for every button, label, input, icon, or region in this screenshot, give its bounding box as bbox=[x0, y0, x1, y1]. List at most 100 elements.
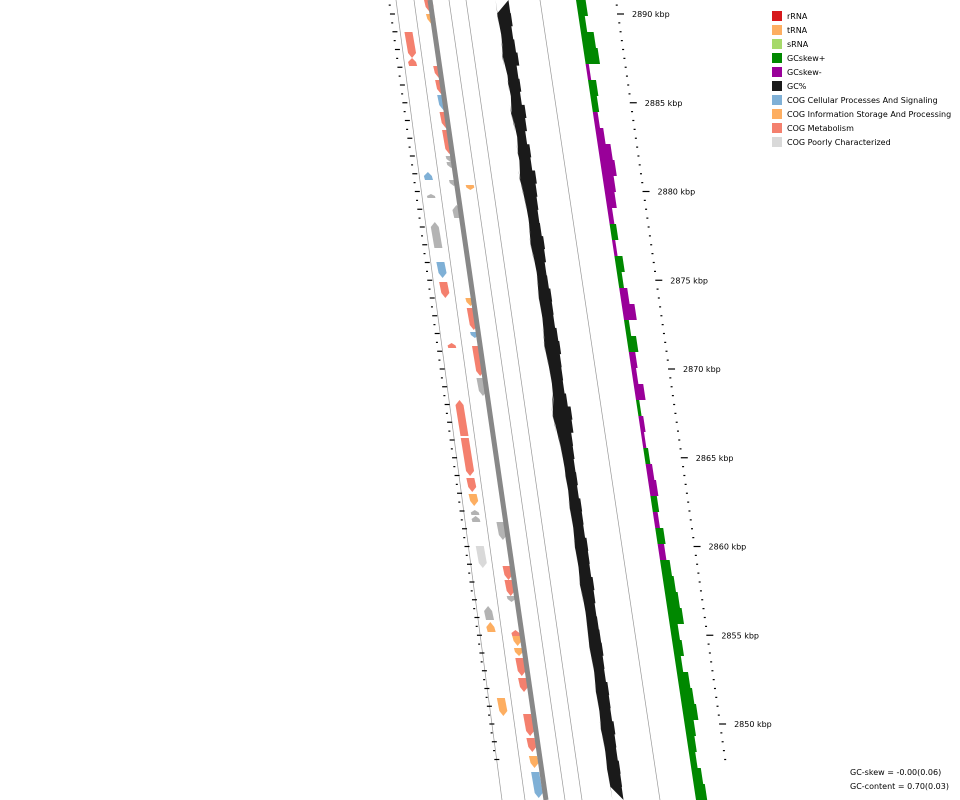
gc-skew-bar bbox=[638, 416, 646, 432]
ruler-label: 2875 kbp bbox=[670, 276, 708, 285]
gene-arrow bbox=[470, 510, 480, 515]
legend-item: tRNA bbox=[772, 23, 951, 37]
gc-skew-bar bbox=[676, 672, 691, 688]
gc-skew-bar bbox=[669, 624, 680, 640]
track-line bbox=[395, 0, 503, 800]
gc-skew-bar bbox=[631, 368, 639, 384]
gc-skew-bar bbox=[604, 192, 617, 208]
gene-arrow bbox=[436, 262, 447, 278]
legend-swatch bbox=[772, 137, 782, 147]
legend-item: rRNA bbox=[772, 9, 951, 23]
gc-skew-bar bbox=[691, 768, 704, 784]
gene-arrow bbox=[486, 622, 496, 632]
gc-skew-bar bbox=[640, 432, 647, 448]
gc-skew-bar bbox=[664, 592, 680, 608]
gc-profile bbox=[495, 0, 624, 800]
legend-swatch bbox=[772, 25, 782, 35]
gc-skew-bar bbox=[626, 336, 639, 352]
gc-skew-bar bbox=[674, 656, 684, 672]
gene-arrow bbox=[502, 566, 513, 580]
gene-arrow bbox=[496, 698, 508, 716]
gc-skew-bar bbox=[643, 448, 651, 464]
legend-item: sRNA bbox=[772, 37, 951, 51]
gc-skew-bar bbox=[580, 32, 596, 48]
gene-arrow bbox=[460, 438, 475, 476]
statistics: GC-skew = -0.00(0.06) GC-content = 0.70(… bbox=[850, 766, 949, 794]
legend-swatch bbox=[772, 95, 782, 105]
legend-label: GCskew- bbox=[787, 67, 822, 77]
ruler-label: 2855 kbp bbox=[721, 631, 759, 640]
genome-backbone bbox=[427, 0, 549, 800]
legend-item: COG Poorly Characterized bbox=[772, 135, 951, 149]
gene-arrow bbox=[511, 630, 521, 636]
gc-skew-bar bbox=[609, 224, 619, 240]
legend-swatch bbox=[772, 123, 782, 133]
gene-arrow bbox=[523, 714, 535, 736]
gc-skew-bar bbox=[588, 80, 599, 96]
legend: rRNA tRNA sRNA GCskew+ GCskew- GC% COG Cellula… bbox=[772, 9, 951, 149]
gc-content-track bbox=[495, 0, 624, 800]
legend-label: rRNA bbox=[787, 11, 808, 21]
ruler-label: 2865 kbp bbox=[696, 454, 734, 463]
gc-skew-bar bbox=[585, 64, 592, 80]
gene-arrow bbox=[439, 282, 450, 298]
gc-skew-bar bbox=[583, 48, 600, 64]
gc-skew-bar bbox=[655, 528, 666, 544]
ruler-label: 2870 kbp bbox=[683, 365, 721, 374]
gc-skew-bar bbox=[621, 304, 637, 320]
track-line bbox=[539, 0, 661, 800]
track-line bbox=[465, 0, 583, 800]
gene-arrow bbox=[471, 516, 481, 522]
gene-arrow bbox=[430, 222, 443, 248]
gc-skew-track bbox=[576, 0, 708, 800]
legend-label: COG Information Storage And Processing bbox=[787, 109, 952, 119]
gene-arrow bbox=[531, 772, 543, 798]
legend-label: COG Cellular Processes And Signaling bbox=[787, 95, 938, 105]
gc-skew-bar bbox=[662, 576, 676, 592]
gene-arrow bbox=[404, 32, 417, 58]
gene-arrow bbox=[518, 678, 529, 692]
ruler-labels: 2890 kbp 2885 kbp 2880 kbp 2875 kbp 2870 kbp… bbox=[632, 10, 772, 729]
gc-skew-bar bbox=[645, 464, 655, 480]
legend-label: tRNA bbox=[787, 25, 808, 35]
legend-swatch bbox=[772, 39, 782, 49]
gc-skew-bar bbox=[578, 16, 588, 32]
gene-arrow bbox=[475, 546, 487, 568]
gc-skew-bar bbox=[679, 688, 695, 704]
gc-skew-bar bbox=[612, 240, 618, 256]
ruler-label: 2885 kbp bbox=[645, 99, 683, 108]
gc-skew-bar bbox=[660, 560, 672, 576]
gc-skew-bar bbox=[681, 704, 699, 720]
gene-arrow bbox=[423, 172, 433, 180]
gene-arrow bbox=[447, 343, 457, 348]
ruler-label: 2860 kbp bbox=[709, 543, 747, 552]
gene-arrow bbox=[528, 756, 539, 768]
ruler-label: 2880 kbp bbox=[658, 188, 696, 197]
gene-arrow bbox=[506, 596, 516, 602]
gc-skew-bar bbox=[657, 544, 667, 560]
ruler-label: 2890 kbp bbox=[632, 10, 670, 19]
legend-swatch bbox=[772, 67, 782, 77]
gc-skew-stat: GC-skew = -0.00(0.06) bbox=[850, 768, 942, 777]
gc-skew-bar bbox=[648, 480, 659, 496]
legend-swatch bbox=[772, 11, 782, 21]
track-line bbox=[413, 0, 526, 800]
legend-swatch bbox=[772, 81, 782, 91]
gc-skew-bar bbox=[602, 176, 616, 192]
gc-skew-bar bbox=[667, 608, 684, 624]
gc-skew-bar bbox=[684, 720, 696, 736]
gene-arrow bbox=[512, 636, 522, 646]
gc-skew-bar bbox=[672, 640, 684, 656]
gene-arrow bbox=[455, 400, 469, 436]
gc-skew-bar bbox=[616, 272, 624, 288]
legend-swatch bbox=[772, 53, 782, 63]
track-line bbox=[448, 0, 566, 800]
legend-item: GC% bbox=[772, 79, 951, 93]
legend-item: COG Metabolism bbox=[772, 121, 951, 135]
legend-label: COG Metabolism bbox=[787, 123, 854, 133]
gc-skew-bar bbox=[693, 784, 708, 800]
gc-skew-bar bbox=[686, 736, 697, 752]
gc-skew-bar bbox=[607, 208, 615, 224]
gc-skew-bar bbox=[636, 400, 642, 416]
